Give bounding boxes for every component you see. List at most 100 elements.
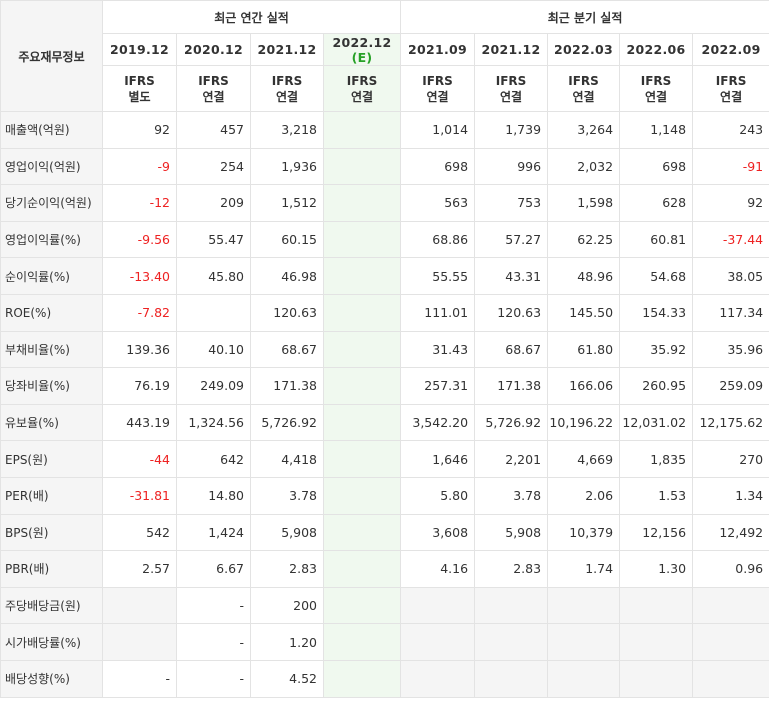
table-cell: 243	[692, 111, 769, 149]
table-cell: 60.81	[619, 220, 694, 259]
table-row: 당좌비율(%) 76.19 249.09 171.38 257.31 171.38 166.…	[0, 367, 769, 405]
annual-group-header: 최근 연간 실적	[101, 0, 402, 34]
table-cell: 1,835	[619, 440, 694, 478]
ifrs-basis: IFRS 연결	[176, 65, 251, 112]
ifrs-basis: IFRS 연결	[474, 65, 549, 112]
row-label: 배당성향(%)	[0, 659, 103, 698]
table-cell: -37.44	[692, 220, 769, 259]
table-cell	[322, 111, 402, 149]
table-cell: 457	[176, 111, 251, 149]
table-cell: 68.86	[400, 220, 476, 259]
row-label: PER(배)	[0, 476, 103, 515]
table-cell: 55.55	[400, 257, 476, 295]
table-cell: 35.96	[692, 330, 769, 369]
table-cell: 40.10	[176, 330, 251, 369]
table-cell: 5,908	[474, 513, 549, 552]
table-cell	[322, 184, 402, 222]
row-label: 당기순이익(억원)	[0, 184, 103, 222]
table-cell	[619, 623, 694, 661]
table-cell: -31.81	[102, 476, 177, 515]
estimate-year-label: 2022.12	[332, 34, 392, 50]
table-cell: 139.36	[102, 330, 177, 369]
table-cell	[692, 659, 769, 698]
table-cell	[322, 147, 402, 186]
table-cell: 249.09	[176, 367, 251, 405]
row-label: 당좌비율(%)	[0, 367, 103, 405]
table-cell	[322, 367, 402, 405]
table-cell: 2,032	[547, 147, 621, 186]
table-cell: 0.96	[692, 550, 769, 588]
table-cell: 35.92	[619, 330, 694, 369]
table-cell: 117.34	[692, 293, 769, 332]
period-year: 2021.12	[250, 33, 324, 66]
table-cell: 76.19	[102, 367, 177, 405]
table-cell: 1,014	[400, 111, 476, 149]
row-label: 영업이익률(%)	[0, 220, 103, 259]
table-cell	[176, 293, 251, 332]
table-cell: -7.82	[102, 293, 177, 332]
table-cell: 1.30	[619, 550, 694, 588]
period-year: 2022.09	[692, 33, 769, 66]
table-cell	[474, 586, 549, 625]
table-cell: -13.40	[102, 257, 177, 295]
table-cell: 3,218	[250, 111, 324, 149]
table-cell: 1,646	[400, 440, 476, 478]
table-cell	[692, 623, 769, 661]
table-cell	[322, 220, 402, 259]
period-year: 2021.09	[400, 33, 476, 66]
table-cell	[322, 330, 402, 369]
row-label: 매출액(억원)	[0, 111, 103, 149]
quarterly-group-header: 최근 분기 실적	[400, 0, 769, 34]
row-label: PBR(배)	[0, 550, 103, 588]
row-label: ROE(%)	[0, 293, 103, 332]
table-cell: 4,418	[250, 440, 324, 478]
table-cell: 5,908	[250, 513, 324, 552]
table-cell: 45.80	[176, 257, 251, 295]
table-cell	[322, 403, 402, 442]
table-cell	[322, 257, 402, 295]
table-cell: 48.96	[547, 257, 621, 295]
table-row: 부채비율(%) 139.36 40.10 68.67 31.43 68.67 61.80 35…	[0, 330, 769, 369]
table-cell	[692, 586, 769, 625]
table-cell: 2.83	[474, 550, 549, 588]
table-cell	[322, 623, 402, 661]
table-cell	[547, 659, 621, 698]
table-cell	[400, 586, 476, 625]
table-cell	[322, 440, 402, 478]
table-row: 매출액(억원) 92 457 3,218 1,014 1,739 3,264 1,148 243	[0, 111, 769, 149]
period-year: 2022.06	[619, 33, 694, 66]
table-cell: 698	[400, 147, 476, 186]
row-label: EPS(원)	[0, 440, 103, 478]
table-cell: -9	[102, 147, 177, 186]
table-cell: 753	[474, 184, 549, 222]
table-cell: 12,156	[619, 513, 694, 552]
table-cell: 92	[692, 184, 769, 222]
table-cell: 542	[102, 513, 177, 552]
table-cell: 4.16	[400, 550, 476, 588]
table-cell: 38.05	[692, 257, 769, 295]
table-cell: 60.15	[250, 220, 324, 259]
row-label: 시가배당률(%)	[0, 623, 103, 661]
table-cell: 563	[400, 184, 476, 222]
table-cell: 698	[619, 147, 694, 186]
table-cell: 92	[102, 111, 177, 149]
table-cell: 6.67	[176, 550, 251, 588]
ifrs-basis: IFRS 연결	[547, 65, 621, 112]
table-cell: 171.38	[250, 367, 324, 405]
ifrs-basis: IFRS 별도	[102, 65, 177, 112]
table-cell	[322, 293, 402, 332]
table-row: 당기순이익(억원) -12 209 1,512 563 753 1,598 628 92	[0, 184, 769, 222]
row-label: 순이익률(%)	[0, 257, 103, 295]
table-cell: 55.47	[176, 220, 251, 259]
ifrs-basis: IFRS 연결	[400, 65, 476, 112]
ifrs-basis: IFRS 연결	[619, 65, 694, 112]
table-cell	[322, 513, 402, 552]
table-cell: -	[102, 659, 177, 698]
ifrs-basis: IFRS 연결	[692, 65, 769, 112]
row-label: 부채비율(%)	[0, 330, 103, 369]
table-cell: 166.06	[547, 367, 621, 405]
table-cell: 1,512	[250, 184, 324, 222]
table-cell: 10,379	[547, 513, 621, 552]
table-cell: 5,726.92	[474, 403, 549, 442]
table-cell: 1.74	[547, 550, 621, 588]
